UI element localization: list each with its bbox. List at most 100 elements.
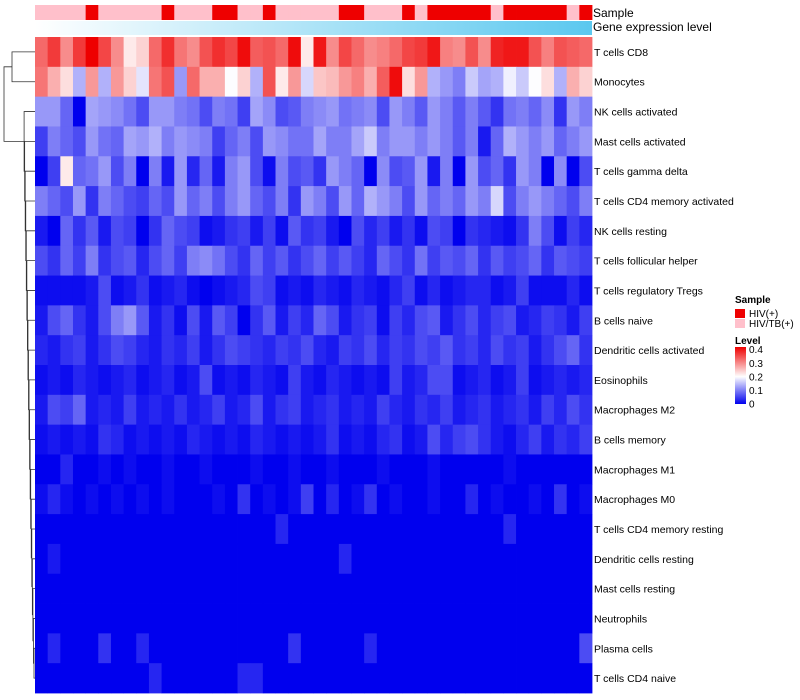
heatmap-cell [300,156,314,187]
heatmap-cell [516,275,530,306]
sample-annotation-cell [338,5,352,20]
heatmap-cell [389,186,403,217]
heatmap-cell [313,215,327,247]
heatmap-cell [402,394,416,426]
heatmap-cell [199,37,213,68]
row-label: T cells CD8 [594,47,648,59]
heatmap-cell [579,394,593,426]
heatmap-cell [199,275,213,306]
heatmap-cell [47,424,61,455]
heatmap-cell [85,305,99,336]
heatmap-cell [579,305,593,336]
heatmap-cell [224,96,238,127]
heatmap-cell [136,633,150,664]
heatmap-cell [250,394,264,426]
heatmap-cell [402,484,416,515]
heatmap-cell [250,484,264,515]
row-label: Dendritic cells activated [594,345,704,357]
heatmap-cell [186,484,200,515]
heatmap-cell [402,275,416,306]
heatmap-cell [440,66,454,98]
heatmap-cell [174,275,188,306]
heatmap-cell [452,186,466,217]
heatmap-cell [579,543,593,575]
heatmap-cell [376,186,390,217]
heatmap-cell [452,275,466,306]
heatmap-cell [528,186,542,217]
heatmap-cell [452,245,466,276]
row-dendrogram [3,51,35,679]
row-label: NK cells resting [594,226,667,238]
heatmap-cell [313,633,327,664]
heatmap-cell [262,335,276,366]
row-label: B cells memory [594,435,667,447]
sample-annotation-cell [490,5,504,20]
heatmap-cell [161,424,175,455]
heatmap-cell [351,633,365,664]
heatmap-cell [427,66,441,98]
heatmap-cell [516,186,530,217]
heatmap-cell [313,126,327,157]
heatmap-cell [174,335,188,366]
heatmap-cell [503,603,517,634]
heatmap-cell [541,66,555,98]
heatmap-cell [414,514,428,545]
heatmap-cell [338,424,352,455]
heatmap-cell [161,365,175,396]
heatmap-cell [148,424,162,455]
heatmap-cell [440,603,454,634]
legend-level-tick: 0.2 [749,372,763,383]
heatmap-cell [364,335,378,366]
heatmap-cell [364,484,378,515]
legend-level-tick: 0.4 [749,345,763,356]
heatmap-cell [440,305,454,336]
heatmap-cell [123,335,137,366]
heatmap-cell [148,305,162,336]
heatmap-cell [237,603,251,634]
heatmap-cell [389,96,403,127]
heatmap-cell [85,156,99,187]
heatmap-cell [579,603,593,634]
heatmap-cell [60,633,74,664]
heatmap-cell [136,543,150,575]
heatmap-cell [237,484,251,515]
heatmap-cell [503,663,517,694]
sample-annotation-track [35,5,593,20]
heatmap-cell [554,484,568,515]
heatmap-cell [376,573,390,604]
heatmap-cell [516,365,530,396]
heatmap-cell [490,186,504,217]
heatmap-cell [465,394,479,426]
heatmap-cell [440,543,454,575]
heatmap-cell [199,603,213,634]
heatmap-cell [326,514,340,545]
heatmap-cell [478,37,492,68]
heatmap-cell [110,215,125,247]
heatmap-cell [376,603,390,634]
heatmap-cell [440,454,454,485]
heatmap-cell [414,186,428,217]
heatmap-cell [402,663,416,694]
heatmap-cell [300,394,314,426]
heatmap-cell [72,96,87,127]
heatmap-cell [528,245,542,276]
heatmap-cell [275,365,289,396]
heatmap-cell [326,454,340,485]
heatmap-cell [110,96,125,127]
heatmap-cell [516,424,530,455]
heatmap-cell [490,514,504,545]
heatmap-cell [300,633,314,664]
heatmap-cell [161,663,175,694]
heatmap-cell [237,215,251,247]
heatmap-cell [389,335,403,366]
heatmap-cell [402,424,416,455]
heatmap-cell [465,514,479,545]
heatmap-cell [402,365,416,396]
heatmap-cell [237,66,251,98]
sample-annotation-cell [516,5,530,20]
heatmap-cell [541,633,555,664]
heatmap-cell [478,484,492,515]
heatmap-cell [275,126,289,157]
heatmap-cell [338,275,352,306]
heatmap-cell [110,245,125,276]
